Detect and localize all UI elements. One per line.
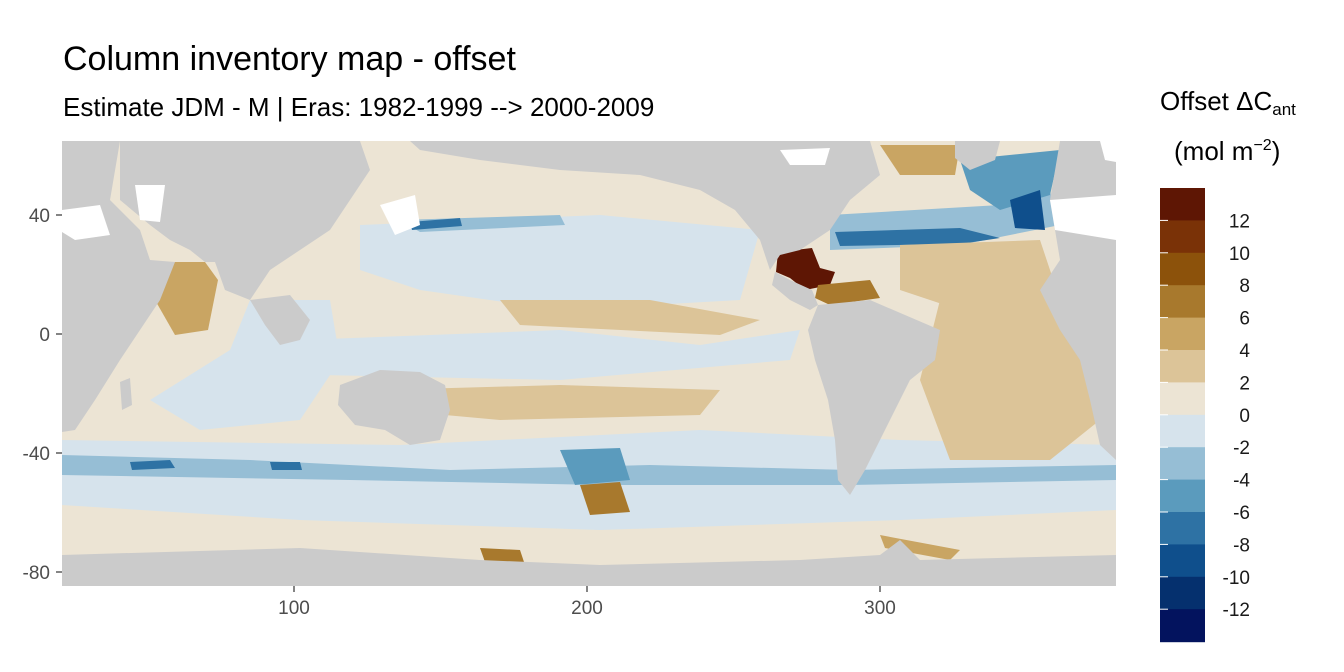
legend-title-subscript: ant [1272, 100, 1296, 119]
y-tick-label-40: 40 [29, 206, 50, 227]
legend-colorbar [1160, 188, 1205, 643]
southern-ocean-spot-1 [560, 448, 630, 485]
antarctica-landmass [62, 540, 1116, 586]
no-data-patch-5 [1050, 195, 1116, 240]
legend-swatch-1 [1160, 220, 1205, 254]
no-data-patches [62, 141, 1116, 240]
y-tick-label-0: 0 [39, 325, 50, 346]
no-data-patch-3 [380, 195, 420, 235]
caribbean-positive [815, 280, 880, 305]
no-data-patch-6 [1100, 141, 1116, 162]
no-data-patch-1 [62, 205, 110, 240]
madagascar-landmass [120, 378, 132, 410]
southeast-asia-landmass [250, 295, 310, 345]
north-pacific-negative-field [360, 215, 760, 310]
kuroshio-negative-streak [400, 215, 565, 232]
gulf-stream-strong-negative [835, 228, 1000, 246]
legend-label-8: -4 [1233, 471, 1250, 492]
legend-swatch-12 [1160, 576, 1205, 610]
no-data-patch-2 [135, 185, 165, 222]
legend-label-9: -6 [1233, 503, 1250, 524]
legend-unit-superscript: −2 [1253, 137, 1272, 154]
x-tick-label-100: 100 [278, 598, 310, 619]
australia-landmass [338, 370, 450, 445]
legend-title-line1: Offset ΔCant [1160, 86, 1296, 120]
legend-swatch-11 [1160, 544, 1205, 578]
legend-label-5: 2 [1239, 373, 1250, 394]
map-subtitle: Estimate JDM - M | Eras: 1982-1999 --> 2… [63, 92, 655, 122]
southern-ocean-spot-2 [130, 460, 175, 470]
legend-label-0: 12 [1229, 211, 1250, 232]
asia-landmass [120, 141, 370, 300]
legend-unit-close: ) [1271, 136, 1281, 166]
legend-swatch-13 [1160, 609, 1205, 643]
legend-label-2: 8 [1239, 276, 1250, 297]
legend-swatch-2 [1160, 252, 1205, 286]
southern-ocean-positive-spot [580, 482, 630, 515]
legend-swatch-3 [1160, 285, 1205, 319]
legend-label-12: -12 [1223, 600, 1250, 621]
y-tick-label-neg40: -40 [23, 444, 50, 465]
map-layer [62, 141, 1116, 586]
legend-label-7: -2 [1233, 438, 1250, 459]
y-tick-label-neg80: -80 [23, 563, 50, 584]
north-atlantic-polar-positive [880, 145, 960, 175]
legend-label-4: 4 [1239, 341, 1250, 362]
legend-swatch-0 [1160, 188, 1205, 221]
gulf-of-mexico-positive [776, 248, 835, 290]
tropical-pacific-negative-field [300, 330, 800, 380]
pacific-midlat-positive [500, 300, 760, 335]
legend-swatch-10 [1160, 512, 1205, 545]
legend-swatch-4 [1160, 317, 1205, 351]
legend-title-text: Offset ΔC [1160, 86, 1273, 116]
no-data-patch-4 [780, 148, 830, 165]
legend-swatch-9 [1160, 479, 1205, 513]
y-axis: 40 0 -40 -80 [23, 206, 62, 584]
legend-swatch-8 [1160, 447, 1205, 481]
legend-labels: 12 10 8 6 4 2 0 -2 -4 -6 -8 -10 -12 [1223, 211, 1251, 621]
southern-ocean-spot-3 [270, 462, 302, 470]
north-america-landmass [410, 141, 880, 270]
legend-label-1: 10 [1229, 244, 1250, 265]
pacific-south-positive [380, 385, 720, 420]
legend-label-3: 6 [1239, 309, 1250, 330]
legend-unit-open: (mol m [1174, 136, 1254, 166]
arabian-sea-positive [155, 262, 218, 335]
x-tick-label-200: 200 [571, 598, 603, 619]
legend-title-line2: (mol m−2) [1174, 136, 1280, 167]
x-axis: 100 200 300 [278, 586, 896, 619]
central-america-landmass [772, 272, 818, 310]
south-atlantic-positive [920, 290, 1100, 460]
x-tick-label-300: 300 [864, 598, 896, 619]
kuroshio-strong-negative [410, 218, 462, 230]
south-america-landmass [808, 300, 940, 495]
legend-swatch-6 [1160, 382, 1205, 416]
legend-label-6: 0 [1239, 406, 1250, 427]
map-title: Column inventory map - offset [63, 40, 516, 78]
greenland-landmass [955, 141, 1000, 170]
legend-swatch-5 [1160, 350, 1205, 383]
labrador-strong-negative [1010, 190, 1045, 230]
legend-label-10: -8 [1233, 535, 1250, 556]
legend-swatch-7 [1160, 414, 1205, 448]
legend-label-11: -10 [1223, 568, 1250, 589]
north-atlantic-subtropical-positive [900, 240, 1060, 310]
